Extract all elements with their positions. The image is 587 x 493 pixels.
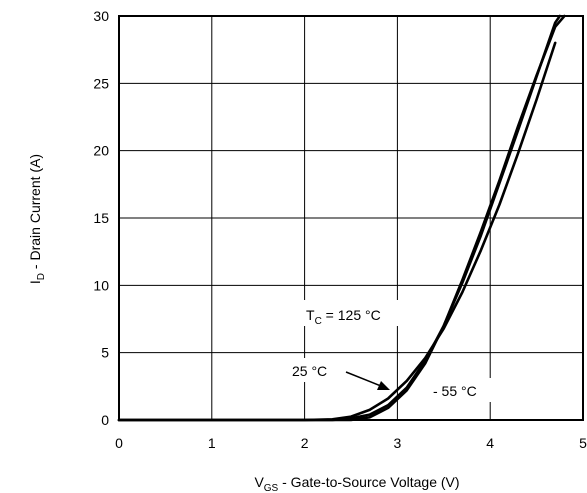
x-tick-label-5: 5	[579, 435, 587, 451]
y-tick-label-5: 25	[93, 75, 109, 91]
series-line-2	[117, 14, 566, 422]
y-tick-label-1: 5	[101, 345, 109, 361]
x-tick-label-4: 4	[486, 435, 494, 451]
annotation-25: 25 °C	[292, 363, 327, 379]
annotation-tc-125-bg	[300, 300, 415, 326]
y-tick-label-0: 0	[101, 412, 109, 428]
annotation-tc-125: TC = 125 °C	[306, 307, 381, 327]
y-tick-label-3: 15	[93, 210, 109, 226]
y-tick-label-6: 30	[93, 8, 109, 24]
x-tick-label-0: 0	[115, 435, 123, 451]
x-tick-labels: 0 1 2 3 4 5	[115, 435, 587, 451]
annotation-55: - 55 °C	[433, 383, 477, 399]
annotation-25-arrowhead	[377, 381, 390, 390]
x-tick-label-3: 3	[394, 435, 402, 451]
y-tick-label-4: 20	[93, 143, 109, 159]
y-tick-labels: 0 5 10 15 20 25 30	[93, 8, 109, 428]
y-axis-title: ID - Drain Current (A)	[27, 154, 47, 284]
y-tick-label-2: 10	[93, 277, 109, 293]
x-tick-label-2: 2	[301, 435, 309, 451]
x-axis-title: VGS - Gate-to-Source Voltage (V)	[254, 474, 459, 493]
grid-lines	[118, 15, 584, 421]
series-group	[117, 14, 566, 422]
plot-frame	[118, 15, 584, 421]
x-tick-label-1: 1	[208, 435, 216, 451]
annotation-55-bg	[430, 378, 494, 402]
annotation-25-bg	[288, 358, 344, 382]
